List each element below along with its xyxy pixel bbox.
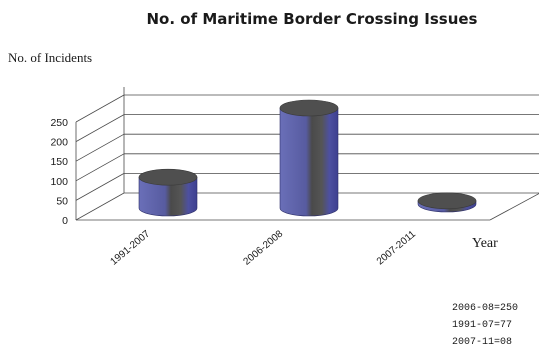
bar-top bbox=[417, 192, 477, 210]
bar bbox=[279, 99, 339, 217]
y-tick-label: 200 bbox=[50, 137, 68, 149]
y-tick-label: 100 bbox=[50, 176, 68, 188]
floor-right-edge bbox=[489, 193, 539, 221]
bar-top bbox=[279, 99, 339, 117]
category-label: 2006-2008 bbox=[242, 228, 286, 267]
bar bbox=[417, 192, 477, 213]
category-labels: 1991-2007 2006-2008 2007-2011 bbox=[109, 228, 419, 267]
gridline-side bbox=[75, 94, 125, 123]
y-tick-label: 250 bbox=[50, 117, 68, 129]
y-axis-label: No. of Incidents bbox=[8, 50, 92, 65]
annotation: 2007-11=08 bbox=[452, 337, 512, 348]
bar-body bbox=[279, 107, 339, 217]
y-tick-label: 50 bbox=[56, 195, 68, 207]
gridline-side bbox=[75, 133, 125, 162]
value-annotations: 2006-08=250 1991-07=77 2007-11=08 bbox=[452, 303, 518, 348]
y-tick-label: 0 bbox=[62, 215, 68, 227]
bar bbox=[138, 168, 198, 217]
gridline-side bbox=[75, 114, 125, 142]
chart-title: No. of Maritime Border Crossing Issues bbox=[147, 10, 478, 28]
x-axis-label: Year bbox=[472, 236, 498, 251]
gridline-side bbox=[75, 153, 125, 182]
category-label: 1991-2007 bbox=[109, 228, 153, 267]
bars bbox=[138, 99, 477, 217]
y-tick-label: 150 bbox=[50, 156, 68, 168]
bar-body bbox=[138, 176, 198, 217]
gridline-side bbox=[75, 192, 125, 221]
annotation: 1991-07=77 bbox=[452, 320, 512, 331]
y-tick-labels: 0 50 100 150 200 250 bbox=[50, 117, 68, 227]
gridline-side bbox=[75, 173, 125, 201]
annotation: 2006-08=250 bbox=[452, 303, 518, 314]
category-label: 2007-2011 bbox=[375, 228, 418, 267]
bar-top bbox=[138, 168, 198, 186]
